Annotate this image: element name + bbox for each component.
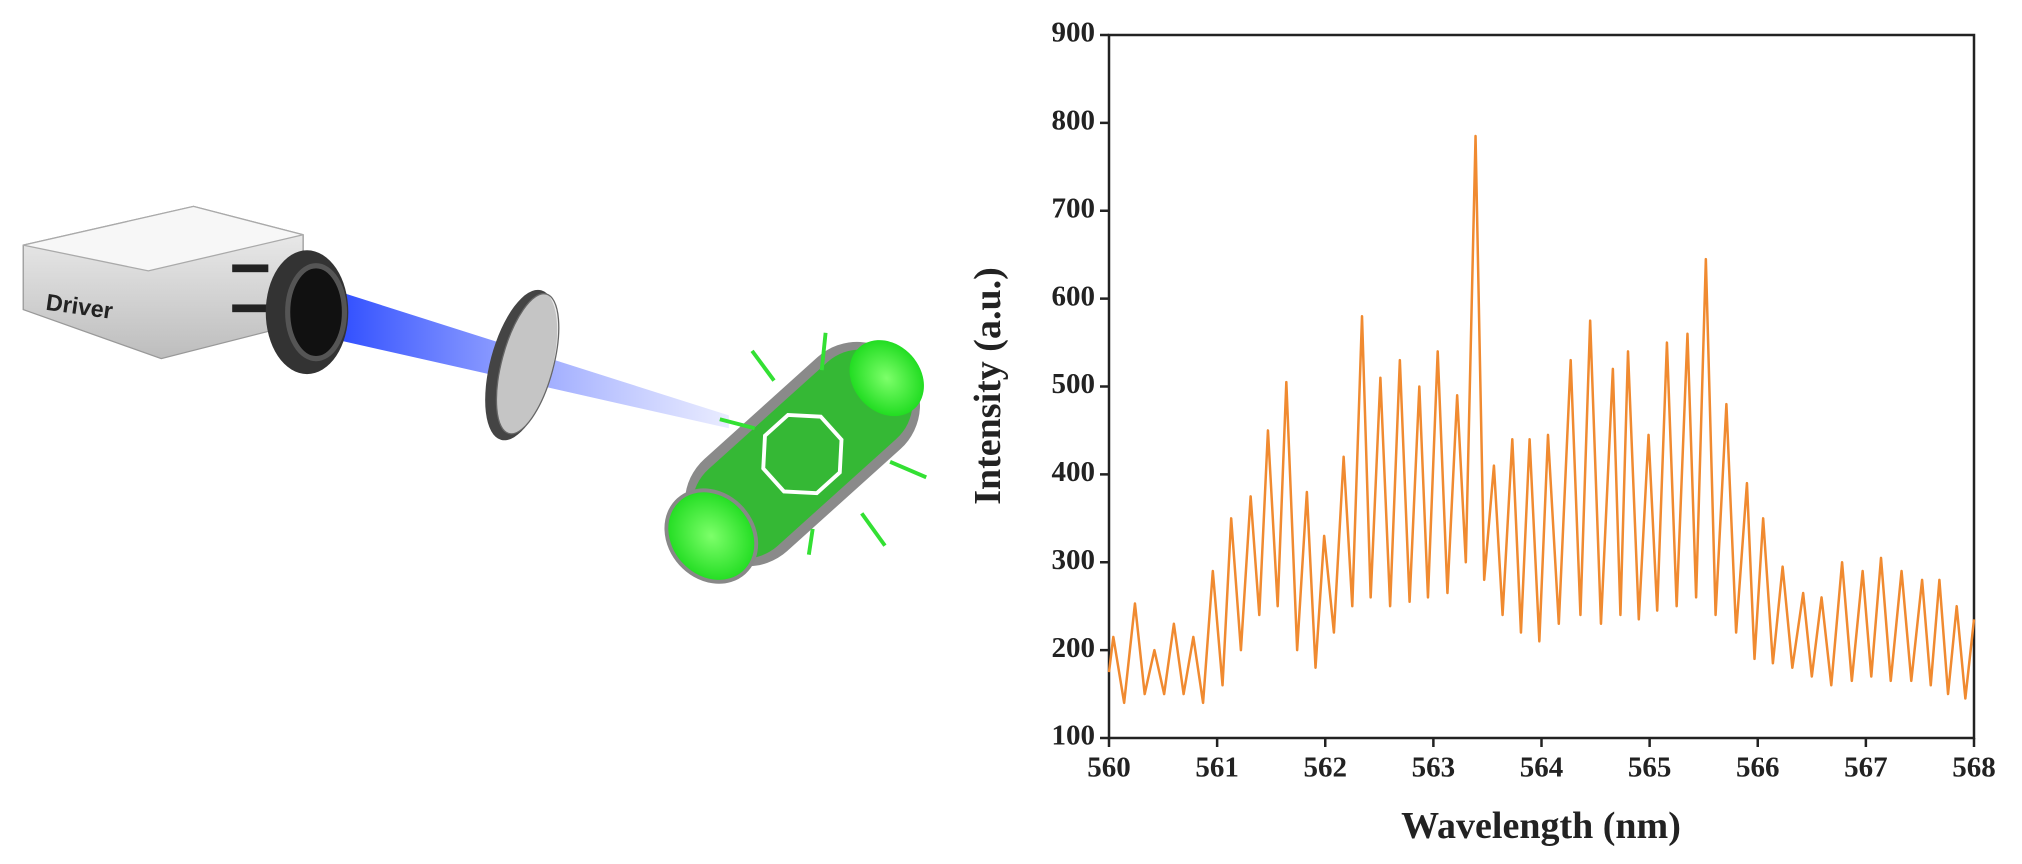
y-axis-title: Intensity (a.u.): [967, 267, 1009, 505]
y-tick-label: 100: [1052, 720, 1096, 752]
x-tick-label: 563: [1412, 752, 1456, 784]
y-tick-label: 900: [1052, 17, 1096, 49]
y-tick-label: 700: [1052, 192, 1096, 224]
y-tick-label: 200: [1052, 632, 1096, 664]
y-tick-label: 400: [1052, 456, 1096, 488]
tube-core: [692, 349, 913, 559]
x-tick-label: 564: [1520, 752, 1564, 784]
pin: [232, 264, 269, 273]
emission-arrows: [719, 332, 927, 555]
tube-end: [849, 340, 924, 417]
fiber-tube: [664, 340, 924, 584]
y-tick-label: 600: [1052, 280, 1096, 312]
laser-aperture: [285, 263, 348, 362]
x-tick-label: 561: [1195, 752, 1239, 784]
y-tick-label: 800: [1052, 105, 1096, 137]
x-tick-label: 568: [1952, 752, 1996, 784]
x-tick-label: 562: [1304, 752, 1348, 784]
y-tick-label: 300: [1052, 544, 1096, 576]
lens: [495, 293, 560, 435]
y-tick-label: 500: [1052, 368, 1096, 400]
x-tick-label: 567: [1844, 752, 1888, 784]
pin: [232, 304, 269, 313]
tube-end: [664, 488, 759, 584]
x-tick-label: 566: [1736, 752, 1780, 784]
driver-top: [23, 205, 304, 272]
octagon: [761, 412, 844, 496]
x-tick-label: 560: [1087, 752, 1131, 784]
x-axis-title: Wavelength (nm): [1401, 805, 1681, 847]
illustration: Driver: [22, 205, 927, 584]
x-tick-label: 565: [1628, 752, 1672, 784]
spectrum-line: [1107, 134, 1976, 705]
